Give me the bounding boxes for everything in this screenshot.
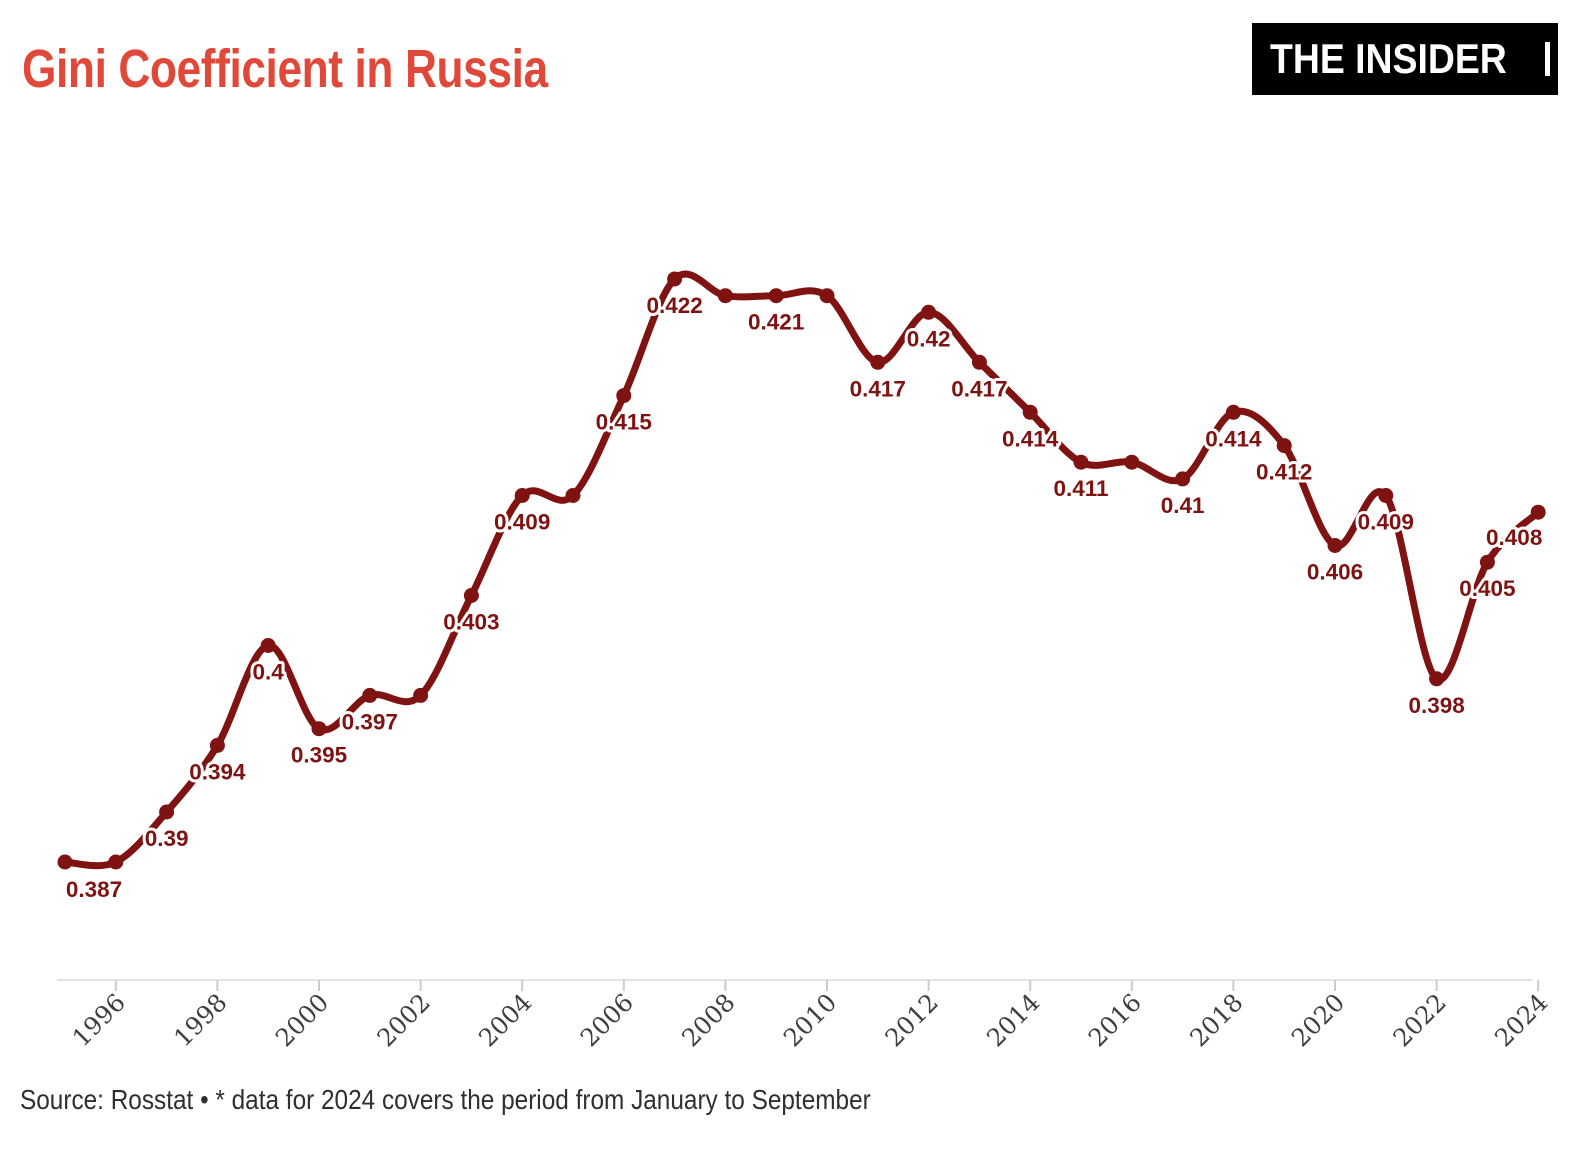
data-point [768,288,784,304]
x-axis-tick-label: 2014 [981,988,1046,1053]
data-label: 0.411 [1053,476,1108,501]
data-point [971,354,987,370]
source-note: Source: Rosstat • * data for 2024 covers… [20,1084,871,1115]
data-point [209,737,225,753]
data-point [1022,404,1038,420]
data-point [717,288,733,304]
data-label: 0.403 [443,610,499,635]
x-axis-tick-label: 2002 [371,988,436,1053]
data-point [463,588,479,603]
data-label: 0.42 [907,326,951,351]
logo-cursor-bar [1545,42,1550,76]
data-label: 0.405 [1459,576,1515,601]
data-point [1175,471,1191,487]
x-axis-tick-label: 2020 [1286,988,1351,1053]
x-axis-tick-label: 2016 [1082,988,1147,1053]
data-point [667,271,683,287]
x-axis-tick-label: 2010 [778,988,843,1053]
data-point [921,304,937,320]
data-label: 0.421 [748,310,804,335]
data-label: 0.41 [1161,493,1205,518]
data-point [1073,454,1089,470]
data-point [1276,438,1292,454]
the-insider-logo: THE INSIDER [1251,23,1558,95]
data-label: 0.39 [145,826,189,851]
data-point [616,388,632,404]
data-label: 0.397 [342,709,398,734]
x-axis-tick-label: 2006 [574,988,639,1053]
data-label: 0.395 [291,743,347,768]
data-label: 0.409 [494,510,550,535]
data-label: 0.409 [1358,510,1414,535]
x-axis-tick-label: 2022 [1387,988,1452,1053]
data-label: 0.414 [1002,426,1059,451]
data-label: 0.417 [951,376,1007,401]
data-point [413,687,429,703]
data-point [1479,554,1495,570]
data-label: 0.387 [66,877,122,902]
x-axis-tick-label: 1998 [168,988,233,1053]
logo-text: THE INSIDER [1269,35,1507,82]
data-point [108,854,124,870]
data-label: 0.394 [189,759,246,784]
data-point [1327,538,1343,553]
data-point [514,488,530,503]
data-label: 0.415 [596,410,652,435]
data-point [1225,404,1241,420]
data-label: 0.414 [1205,426,1262,451]
data-point [260,638,276,653]
data-point [1530,504,1546,520]
x-axis-tick-label: 2004 [473,988,538,1053]
data-label: 0.422 [646,293,702,318]
data-point [1124,454,1140,470]
data-label: 0.417 [850,376,906,401]
data-label: 0.408 [1486,525,1542,550]
x-axis-tick-label: 1996 [66,988,131,1053]
data-point [819,288,835,304]
x-axis-tick-label: 2012 [879,988,944,1053]
data-label: 0.406 [1307,560,1363,585]
x-axis-tick-label: 2024 [1489,988,1554,1053]
data-point [311,721,327,737]
data-point [362,687,378,703]
page-title: Gini Coefficient in Russia [22,39,548,99]
data-label: 0.4 [253,660,285,685]
data-point [565,488,581,503]
data-point [870,354,886,370]
x-axis-tick-label: 2000 [270,988,335,1053]
data-point [159,804,175,820]
data-label: 0.412 [1256,460,1312,485]
data-label: 0.398 [1408,693,1464,718]
data-point [57,854,73,870]
x-axis-tick-label: 2008 [676,988,741,1053]
data-point [1429,671,1445,687]
x-axis-tick-label: 2018 [1184,988,1249,1053]
data-point [1378,488,1394,503]
